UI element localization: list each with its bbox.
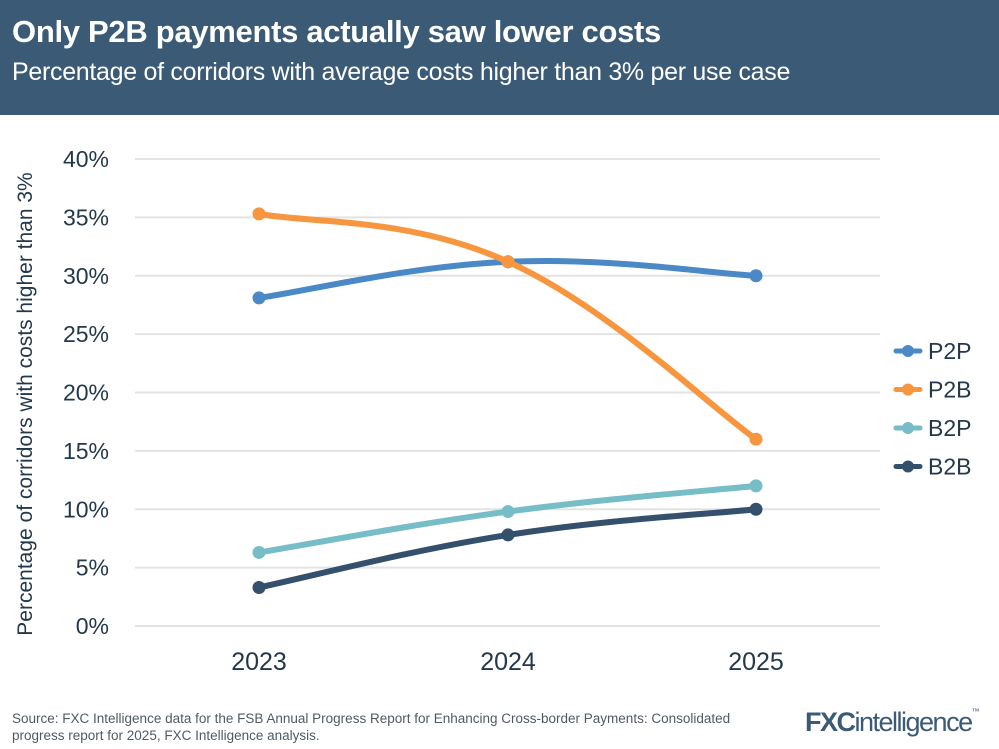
legend-item-b2p: B2P — [893, 415, 971, 441]
point-b2b — [501, 528, 515, 542]
y-tick-label: 35% — [63, 204, 109, 230]
gridlines — [135, 158, 880, 627]
legend-label-b2p: B2P — [928, 415, 971, 441]
point-b2p — [501, 505, 515, 519]
series-b2b — [252, 502, 763, 594]
legend-label-p2p: P2P — [928, 338, 971, 364]
legend-label-p2b: P2B — [928, 377, 971, 403]
point-p2b — [501, 255, 515, 269]
legend-marker-p2p — [902, 345, 914, 357]
point-p2b — [749, 432, 763, 446]
point-p2b — [252, 207, 266, 221]
x-axis-ticks: 2023 2024 2025 — [231, 648, 784, 676]
y-axis-label: Percentage of corridors with costs highe… — [14, 172, 37, 635]
legend-item-p2b: P2B — [893, 377, 971, 403]
fxc-intelligence-logo: FXCintelligence™ — [805, 707, 980, 738]
point-p2p — [749, 269, 763, 283]
logo-bold: FXC — [805, 707, 856, 737]
x-tick-label: 2025 — [728, 648, 784, 676]
chart-header: Only P2B payments actually saw lower cos… — [0, 0, 999, 115]
chart-subtitle: Percentage of corridors with average cos… — [12, 58, 791, 86]
point-b2p — [749, 479, 763, 493]
y-tick-label: 15% — [63, 438, 109, 464]
series-lines — [252, 207, 763, 594]
logo-thin: intelligence — [854, 707, 974, 737]
legend-marker-p2b — [902, 383, 914, 396]
y-tick-label: 5% — [76, 555, 109, 581]
point-p2p — [252, 291, 266, 305]
y-tick-label: 0% — [76, 613, 109, 639]
source-note: Source: FXC Intelligence data for the FS… — [12, 711, 731, 743]
legend-marker-b2p — [902, 422, 914, 434]
y-tick-label: 40% — [63, 146, 109, 172]
y-tick-label: 10% — [63, 496, 109, 522]
x-tick-label: 2023 — [231, 648, 287, 676]
line-b2p — [256, 482, 759, 556]
series-p2b — [252, 207, 763, 446]
line-chart: 0% 5% 10% 15% 20% 25% 30% 35% 40% 2023 2024 2025 P… — [14, 146, 971, 676]
y-axis-ticks: 0% 5% 10% 15% 20% 25% 30% 35% 40% — [63, 146, 109, 639]
point-b2p — [252, 545, 266, 559]
chart-title: Only P2B payments actually saw lower cos… — [12, 14, 661, 49]
y-tick-label: 30% — [63, 263, 109, 289]
legend-marker-b2b — [902, 460, 914, 473]
legend-item-p2p: P2P — [893, 338, 971, 364]
logo-tm: ™ — [971, 707, 980, 716]
legend-label-b2b: B2B — [928, 454, 971, 480]
legend: P2P P2B B2P B2B — [893, 338, 971, 480]
point-b2b — [749, 502, 763, 516]
y-tick-label: 25% — [63, 321, 109, 347]
x-tick-label: 2024 — [480, 648, 536, 676]
line-p2b — [256, 210, 759, 443]
legend-item-b2b: B2B — [893, 454, 971, 480]
y-tick-label: 20% — [63, 380, 109, 406]
series-b2p — [252, 479, 763, 559]
point-b2b — [252, 580, 266, 594]
line-b2b — [256, 506, 759, 591]
